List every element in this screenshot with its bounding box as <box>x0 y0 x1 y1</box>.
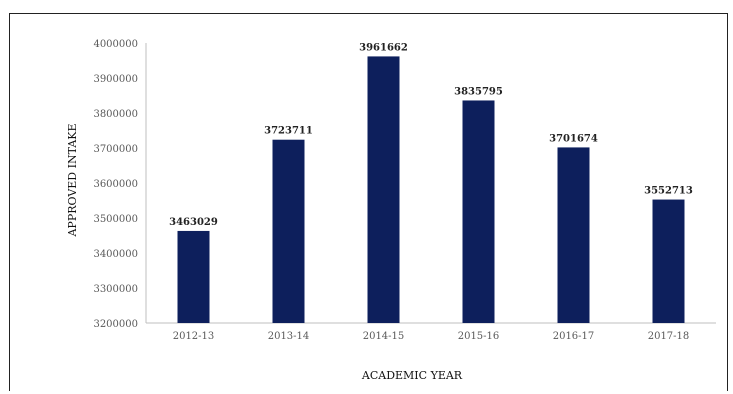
bar <box>652 199 685 323</box>
bar-value-label: 3552713 <box>644 186 693 197</box>
x-tick-label: 2016-17 <box>553 331 595 342</box>
y-tick-label: 3900000 <box>93 74 138 85</box>
bar <box>272 139 305 323</box>
x-axis-title: ACADEMIC YEAR <box>361 369 463 382</box>
x-tick-label: 2017-18 <box>648 331 690 342</box>
x-tick-label: 2012-13 <box>173 331 215 342</box>
y-tick-label: 4000000 <box>93 39 138 50</box>
x-tick-label: 2014-15 <box>363 331 405 342</box>
y-tick-label: 3300000 <box>93 284 138 295</box>
y-tick-label: 3400000 <box>93 249 138 260</box>
y-tick-label: 3500000 <box>93 214 138 225</box>
bars-group: 3463029 3723711 3961662 3835795 3701674 35527… <box>169 42 693 324</box>
y-tick-label: 3200000 <box>93 319 138 330</box>
y-axis-title: APPROVED INTAKE <box>66 123 79 237</box>
bar <box>462 100 495 324</box>
bar <box>557 147 590 323</box>
y-axis-ticks: 3200000 3300000 3400000 3500000 3600000 37000… <box>93 39 138 330</box>
y-tick-label: 3600000 <box>93 179 138 190</box>
bar-value-label: 3701674 <box>549 133 598 144</box>
x-tick-label: 2015-16 <box>458 331 500 342</box>
y-tick-label: 3800000 <box>93 109 138 120</box>
bar-value-label: 3723711 <box>264 126 313 137</box>
bar-value-label: 3463029 <box>169 217 218 228</box>
bar-value-label: 3835795 <box>454 86 503 97</box>
x-axis-ticks: 2012-13 2013-14 2014-15 2015-16 2016-17 2017-… <box>173 331 690 342</box>
y-tick-label: 3700000 <box>93 144 138 155</box>
bar-value-label: 3961662 <box>359 42 408 53</box>
bar <box>367 56 400 323</box>
x-tick-label: 2013-14 <box>268 331 310 342</box>
bar <box>177 230 210 323</box>
